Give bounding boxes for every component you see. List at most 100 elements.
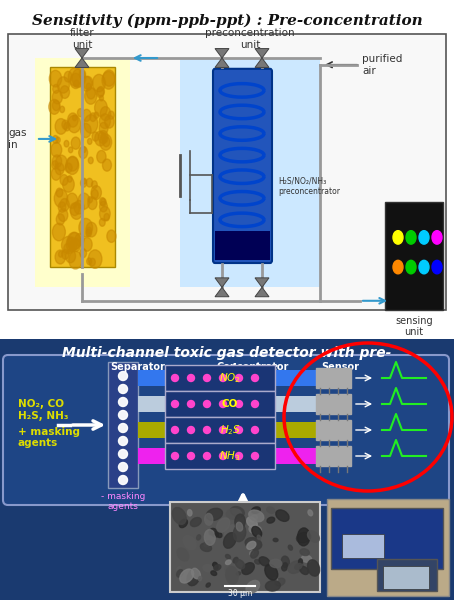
FancyBboxPatch shape xyxy=(342,534,384,558)
Circle shape xyxy=(172,427,178,433)
Circle shape xyxy=(82,238,92,251)
Circle shape xyxy=(71,137,80,149)
Circle shape xyxy=(56,188,63,197)
Circle shape xyxy=(68,68,82,86)
FancyBboxPatch shape xyxy=(138,396,338,412)
Ellipse shape xyxy=(307,531,320,542)
Circle shape xyxy=(172,452,178,460)
Circle shape xyxy=(52,155,62,167)
Circle shape xyxy=(393,260,403,274)
Circle shape xyxy=(52,223,65,241)
Ellipse shape xyxy=(247,517,257,528)
Circle shape xyxy=(62,120,69,129)
Circle shape xyxy=(79,218,93,237)
Circle shape xyxy=(88,250,102,268)
Circle shape xyxy=(99,122,108,134)
Ellipse shape xyxy=(255,560,260,564)
Ellipse shape xyxy=(300,566,308,574)
Circle shape xyxy=(91,190,98,199)
Ellipse shape xyxy=(276,510,289,521)
Ellipse shape xyxy=(297,528,310,546)
Ellipse shape xyxy=(270,559,282,568)
Ellipse shape xyxy=(188,509,192,516)
Text: sensing
unit: sensing unit xyxy=(395,316,433,337)
FancyBboxPatch shape xyxy=(331,508,443,569)
Circle shape xyxy=(79,70,86,79)
Circle shape xyxy=(419,230,429,244)
Ellipse shape xyxy=(281,556,289,568)
Ellipse shape xyxy=(266,507,275,513)
Circle shape xyxy=(99,197,105,206)
Circle shape xyxy=(103,159,112,171)
FancyBboxPatch shape xyxy=(35,58,130,287)
Circle shape xyxy=(70,203,83,220)
Ellipse shape xyxy=(206,583,210,587)
Circle shape xyxy=(118,475,128,485)
Circle shape xyxy=(75,233,84,245)
Circle shape xyxy=(62,236,74,254)
Text: $H_2S$: $H_2S$ xyxy=(220,423,241,437)
Circle shape xyxy=(118,424,128,433)
Circle shape xyxy=(65,249,75,263)
Ellipse shape xyxy=(214,565,221,571)
Circle shape xyxy=(53,136,58,143)
Circle shape xyxy=(63,176,74,192)
Text: CO: CO xyxy=(222,399,238,409)
Ellipse shape xyxy=(180,569,194,583)
Circle shape xyxy=(52,91,62,104)
FancyBboxPatch shape xyxy=(8,34,446,310)
Ellipse shape xyxy=(307,560,320,576)
FancyBboxPatch shape xyxy=(138,370,338,386)
Circle shape xyxy=(86,222,97,237)
FancyBboxPatch shape xyxy=(316,394,351,414)
Ellipse shape xyxy=(249,510,264,522)
Circle shape xyxy=(52,100,60,110)
FancyBboxPatch shape xyxy=(108,362,138,488)
Text: purified
air: purified air xyxy=(362,54,402,76)
Circle shape xyxy=(66,237,77,251)
Circle shape xyxy=(118,371,128,380)
Circle shape xyxy=(56,137,60,143)
Circle shape xyxy=(71,238,81,251)
Circle shape xyxy=(64,71,72,82)
Text: gas
in: gas in xyxy=(8,128,26,150)
Ellipse shape xyxy=(246,580,260,593)
Text: Sensor: Sensor xyxy=(321,362,359,372)
Circle shape xyxy=(74,80,79,87)
Circle shape xyxy=(82,178,86,184)
Ellipse shape xyxy=(212,562,218,569)
Circle shape xyxy=(72,68,86,87)
Ellipse shape xyxy=(273,538,278,542)
Polygon shape xyxy=(215,278,229,287)
Ellipse shape xyxy=(274,578,278,581)
FancyBboxPatch shape xyxy=(170,502,320,592)
Text: Multi-channel toxic gas detector with pre-
concentrator: Multi-channel toxic gas detector with pr… xyxy=(62,346,392,376)
Ellipse shape xyxy=(259,557,270,566)
FancyBboxPatch shape xyxy=(215,230,270,260)
Circle shape xyxy=(118,410,128,419)
Circle shape xyxy=(236,374,242,382)
Circle shape xyxy=(203,427,211,433)
Circle shape xyxy=(91,185,101,200)
FancyBboxPatch shape xyxy=(316,368,351,388)
Ellipse shape xyxy=(235,514,245,529)
Ellipse shape xyxy=(183,536,196,550)
Ellipse shape xyxy=(197,535,201,540)
Polygon shape xyxy=(215,58,229,67)
Circle shape xyxy=(60,175,68,185)
Circle shape xyxy=(52,161,58,169)
Text: preconcentration
unit: preconcentration unit xyxy=(205,28,295,50)
Ellipse shape xyxy=(225,565,231,571)
Ellipse shape xyxy=(299,559,302,565)
Circle shape xyxy=(90,113,96,121)
Ellipse shape xyxy=(204,541,211,547)
Circle shape xyxy=(67,156,78,171)
Circle shape xyxy=(66,193,78,208)
Ellipse shape xyxy=(300,549,309,556)
FancyBboxPatch shape xyxy=(383,565,429,589)
Ellipse shape xyxy=(223,533,236,548)
Circle shape xyxy=(49,100,60,114)
Circle shape xyxy=(64,122,70,131)
Circle shape xyxy=(102,71,115,89)
Ellipse shape xyxy=(210,529,219,537)
